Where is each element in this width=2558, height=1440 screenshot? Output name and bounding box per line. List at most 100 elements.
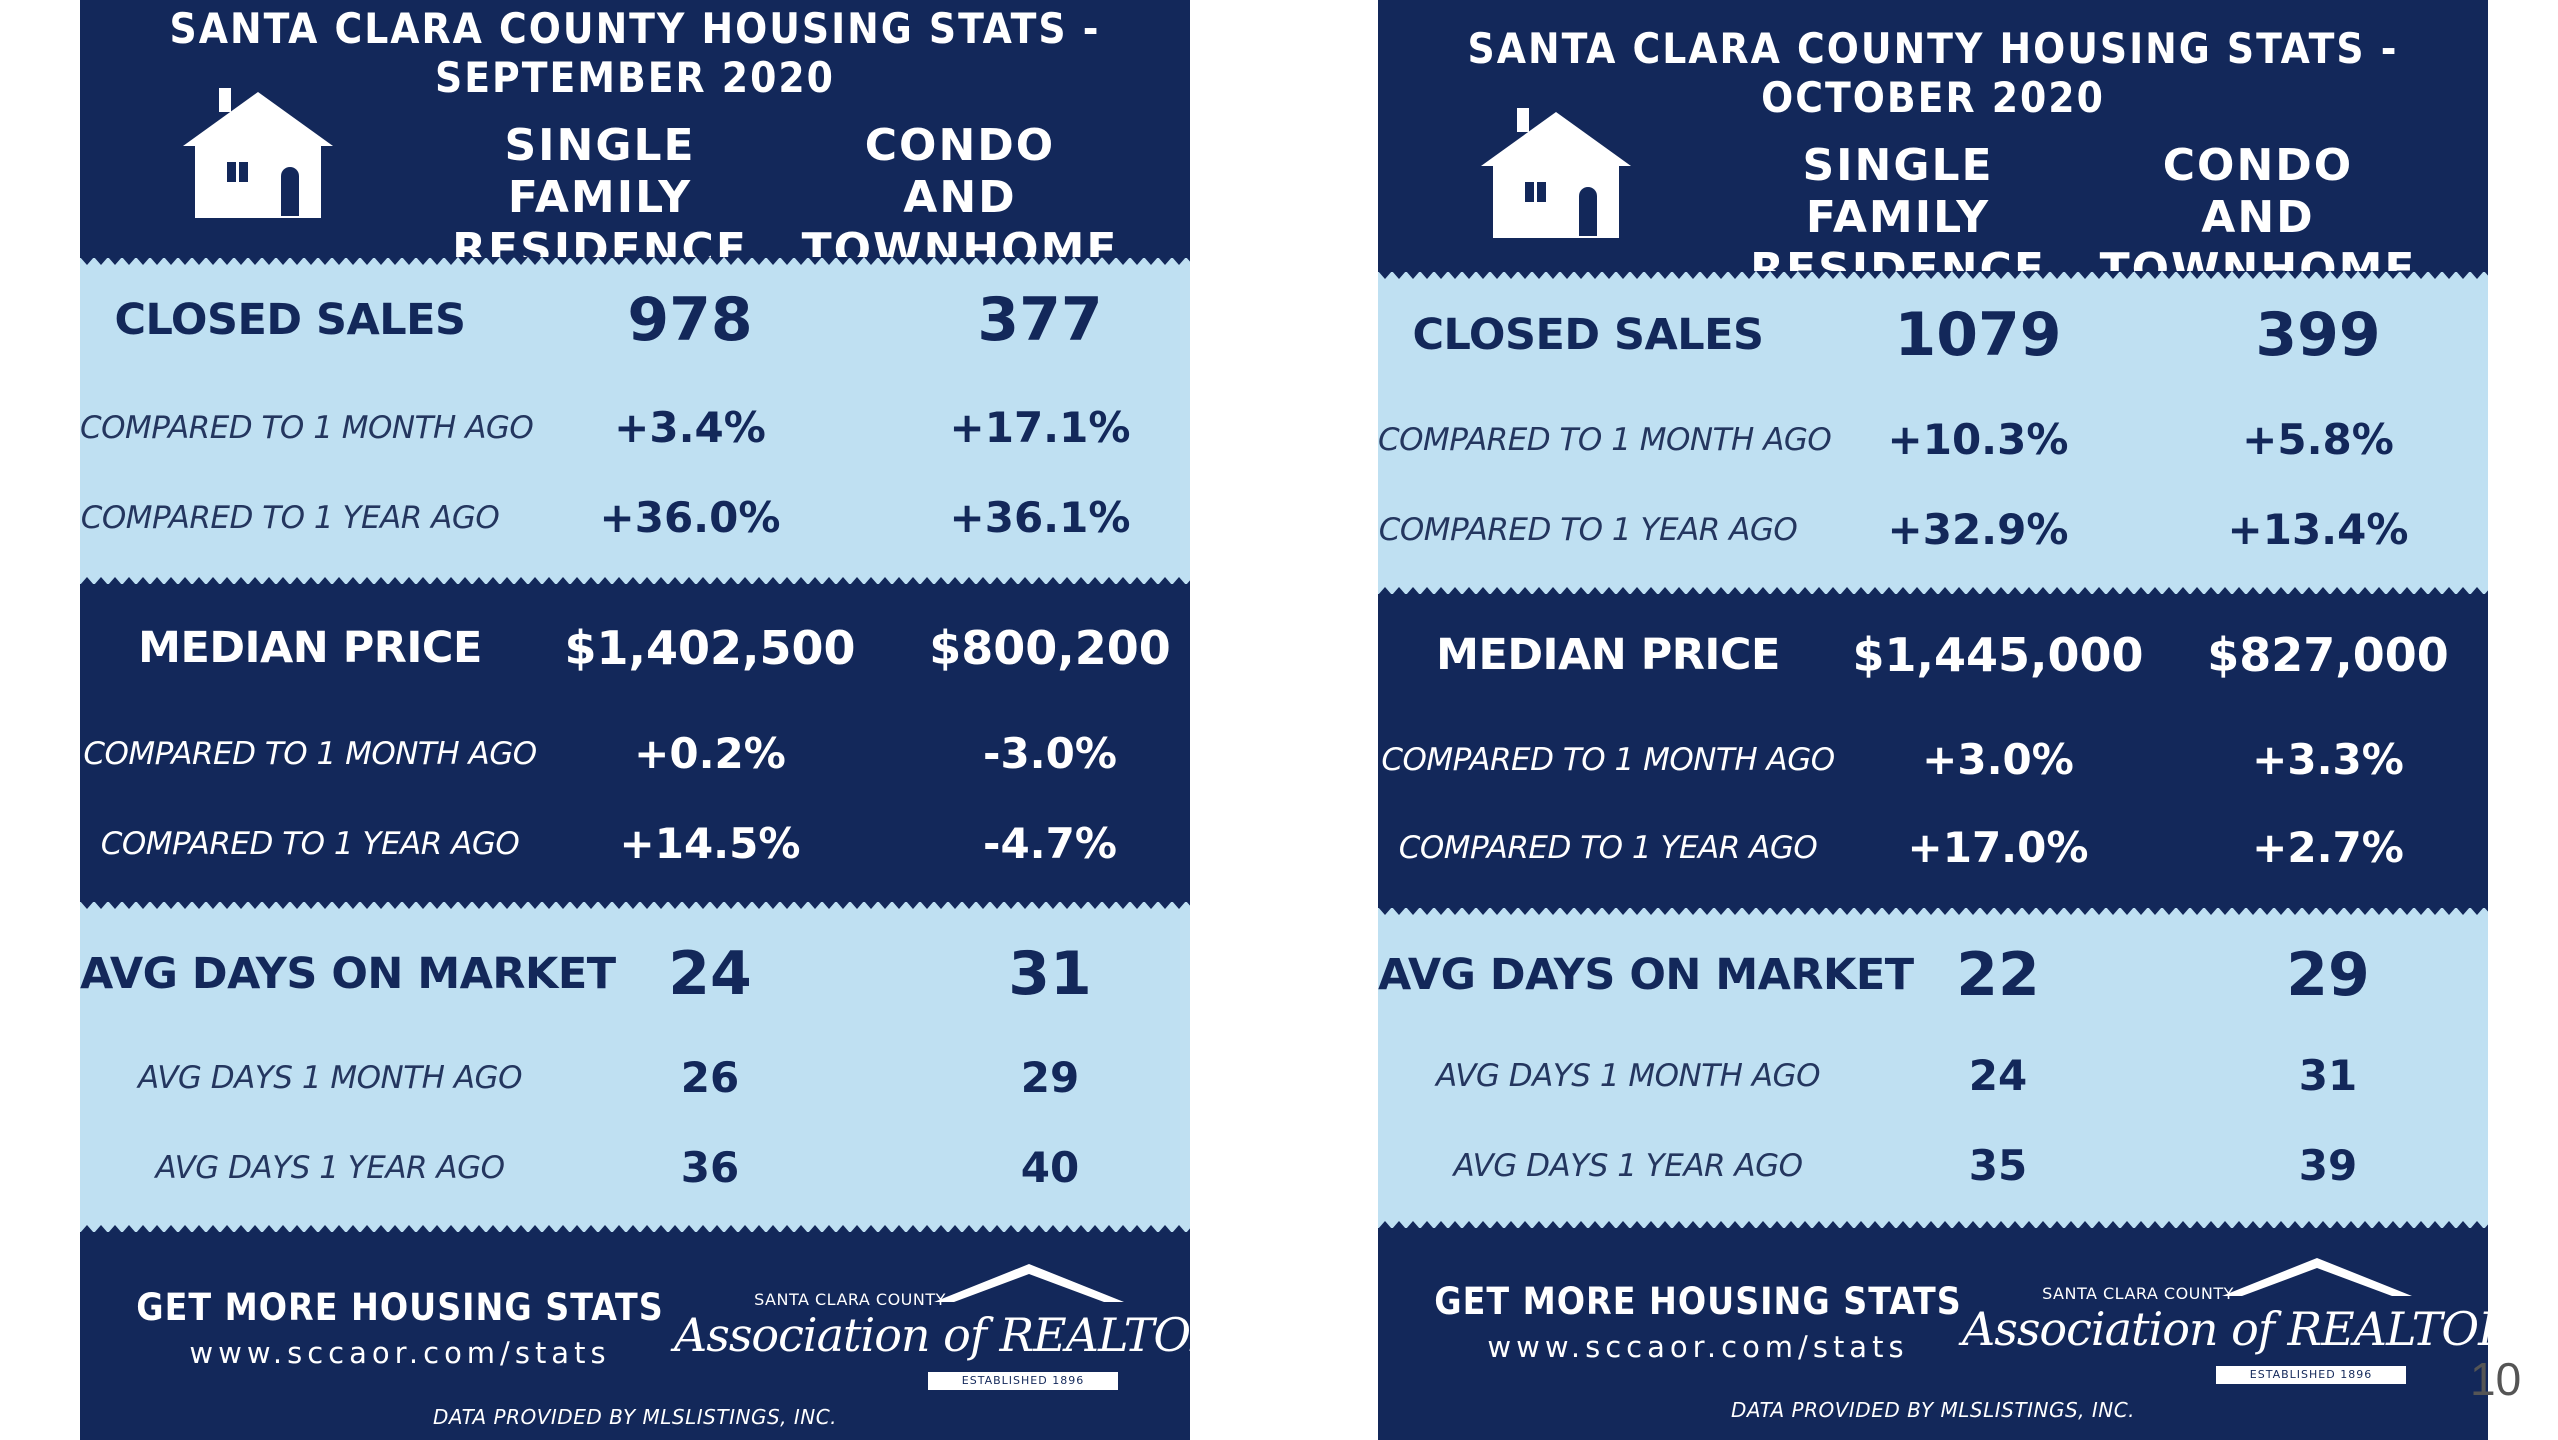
sfr-value: 26 xyxy=(680,1053,740,1102)
condo-value: +36.1% xyxy=(949,493,1131,542)
sfr-value: 24 xyxy=(668,939,752,1009)
closed-sales-month-row: COMPARED TO 1 MONTH AGO +3.4% +17.1% xyxy=(80,398,1190,458)
avg-days-year-row: AVG DAYS 1 YEAR AGO 36 40 xyxy=(80,1138,1190,1198)
avg-days-row: AVG DAYS ON MARKET 22 29 xyxy=(1378,945,2488,1005)
condo-value: 29 xyxy=(1020,1053,1080,1102)
row-label: AVG DAYS 1 YEAR AGO xyxy=(1453,1148,1803,1184)
median-price-month-row: COMPARED TO 1 MONTH AGO +3.0% +3.3% xyxy=(1378,730,2488,790)
realtors-logo: SANTA CLARA COUNTY Association of REALTO… xyxy=(1962,1256,2488,1386)
condo-value: $800,200 xyxy=(929,621,1171,675)
condo-value: +17.1% xyxy=(949,403,1131,452)
zigzag-divider xyxy=(80,901,1190,909)
days-on-market-band xyxy=(80,901,1190,1233)
condo-value: 31 xyxy=(1008,939,1092,1009)
closed-sales-band xyxy=(1378,271,2488,595)
median-price-row: MEDIAN PRICE $1,445,000 $827,000 xyxy=(1378,625,2488,685)
sfr-value: +14.5% xyxy=(619,819,801,868)
sfr-value: +17.0% xyxy=(1907,823,2089,872)
sfr-value: +36.0% xyxy=(599,493,781,542)
row-label: AVG DAYS ON MARKET xyxy=(80,949,616,999)
roof-logo-icon xyxy=(2222,1258,2412,1296)
sfr-value: +10.3% xyxy=(1887,415,2069,464)
sfr-value: 22 xyxy=(1956,940,2040,1010)
sfr-value: +3.0% xyxy=(1922,735,2074,784)
sfr-value: +0.2% xyxy=(634,729,786,778)
card-title: SANTA CLARA COUNTY HOUSING STATS - OCTOB… xyxy=(1467,24,2399,122)
sfr-value: 1079 xyxy=(1894,300,2062,370)
median-price-month-row: COMPARED TO 1 MONTH AGO +0.2% -3.0% xyxy=(80,724,1190,784)
realtors-logo: SANTA CLARA COUNTY Association of REALTO… xyxy=(674,1262,1190,1392)
sfr-value: 36 xyxy=(680,1143,740,1192)
median-price-row: MEDIAN PRICE $1,402,500 $800,200 xyxy=(80,618,1190,678)
row-label: COMPARED TO 1 YEAR AGO xyxy=(1378,512,1798,548)
get-more-stats-heading: GET MORE HOUSING STATS xyxy=(1434,1280,1962,1323)
closed-sales-row: CLOSED SALES 1079 399 xyxy=(1378,305,2488,365)
logo-county-text: SANTA CLARA COUNTY xyxy=(754,1290,946,1309)
housing-stats-card-october: SANTA CLARA COUNTY HOUSING STATS - OCTOB… xyxy=(1378,0,2488,1440)
avg-days-row: AVG DAYS ON MARKET 24 31 xyxy=(80,944,1190,1004)
data-credit: DATA PROVIDED BY MLSLISTINGS, INC. xyxy=(1730,1398,2136,1422)
condo-value: -4.7% xyxy=(983,819,1117,868)
median-price-year-row: COMPARED TO 1 YEAR AGO +17.0% +2.7% xyxy=(1378,818,2488,878)
closed-sales-row: CLOSED SALES 978 377 xyxy=(80,290,1190,350)
condo-value: 377 xyxy=(977,285,1103,355)
days-on-market-band xyxy=(1378,907,2488,1229)
row-label: COMPARED TO 1 MONTH AGO xyxy=(1378,422,1832,458)
roof-logo-icon xyxy=(934,1264,1124,1302)
zigzag-divider xyxy=(1378,1221,2488,1229)
row-label: AVG DAYS 1 YEAR AGO xyxy=(155,1150,505,1186)
sfr-value: +32.9% xyxy=(1887,505,2069,554)
row-label: MEDIAN PRICE xyxy=(1436,630,1780,680)
logo-established-text: ESTABLISHED 1896 xyxy=(928,1372,1118,1390)
column-header-single-family: SINGLE FAMILY RESIDENCE xyxy=(452,120,748,275)
median-price-year-row: COMPARED TO 1 YEAR AGO +14.5% -4.7% xyxy=(80,814,1190,874)
row-label: COMPARED TO 1 MONTH AGO xyxy=(1381,742,1835,778)
row-label: CLOSED SALES xyxy=(1412,310,1764,360)
condo-value: +13.4% xyxy=(2227,505,2409,554)
condo-value: +3.3% xyxy=(2252,735,2404,784)
condo-value: 40 xyxy=(1020,1143,1080,1192)
condo-value: 39 xyxy=(2298,1141,2358,1190)
condo-value: 399 xyxy=(2255,300,2381,370)
zigzag-divider xyxy=(1378,271,2488,279)
avg-days-month-row: AVG DAYS 1 MONTH AGO 26 29 xyxy=(80,1048,1190,1108)
row-label: CLOSED SALES xyxy=(114,295,466,345)
sfr-value: 978 xyxy=(627,285,753,355)
condo-value: +2.7% xyxy=(2252,823,2404,872)
condo-value: 29 xyxy=(2286,940,2370,1010)
zigzag-divider xyxy=(1378,587,2488,595)
stats-url-link[interactable]: www.sccaor.com/stats xyxy=(189,1336,611,1370)
page-number: 10 xyxy=(2470,1353,2522,1405)
row-label: COMPARED TO 1 MONTH AGO xyxy=(80,410,534,446)
logo-association-text: Association of REALTORS xyxy=(674,1308,1190,1362)
sfr-value: $1,445,000 xyxy=(1852,628,2144,682)
condo-value: $827,000 xyxy=(2207,628,2449,682)
row-label: AVG DAYS 1 MONTH AGO xyxy=(1436,1058,1820,1094)
house-icon xyxy=(183,88,333,218)
logo-county-text: SANTA CLARA COUNTY xyxy=(2042,1284,2234,1303)
avg-days-year-row: AVG DAYS 1 YEAR AGO 35 39 xyxy=(1378,1136,2488,1196)
sfr-value: 35 xyxy=(1968,1141,2028,1190)
condo-value: -3.0% xyxy=(983,729,1117,778)
row-label: COMPARED TO 1 YEAR AGO xyxy=(80,500,500,536)
condo-value: +5.8% xyxy=(2242,415,2394,464)
closed-sales-band xyxy=(80,257,1190,585)
zigzag-divider xyxy=(80,1225,1190,1233)
closed-sales-year-row: COMPARED TO 1 YEAR AGO +32.9% +13.4% xyxy=(1378,500,2488,560)
zigzag-divider xyxy=(80,577,1190,585)
row-label: COMPARED TO 1 YEAR AGO xyxy=(1398,830,1818,866)
card-title: SANTA CLARA COUNTY HOUSING STATS - SEPTE… xyxy=(169,4,1101,102)
get-more-stats-heading: GET MORE HOUSING STATS xyxy=(136,1286,664,1329)
logo-association-text: Association of REALTORS xyxy=(1962,1302,2488,1356)
stats-url-link[interactable]: www.sccaor.com/stats xyxy=(1487,1330,1909,1364)
data-credit: DATA PROVIDED BY MLSLISTINGS, INC. xyxy=(432,1405,838,1429)
row-label: MEDIAN PRICE xyxy=(138,623,482,673)
zigzag-divider xyxy=(80,257,1190,265)
sfr-value: $1,402,500 xyxy=(564,621,856,675)
zigzag-divider xyxy=(1378,907,2488,915)
row-label: AVG DAYS ON MARKET xyxy=(1378,950,1914,1000)
housing-stats-card-september: SANTA CLARA COUNTY HOUSING STATS - SEPTE… xyxy=(80,0,1190,1440)
condo-value: 31 xyxy=(2298,1051,2358,1100)
house-icon xyxy=(1481,108,1631,238)
row-label: COMPARED TO 1 MONTH AGO xyxy=(83,736,537,772)
